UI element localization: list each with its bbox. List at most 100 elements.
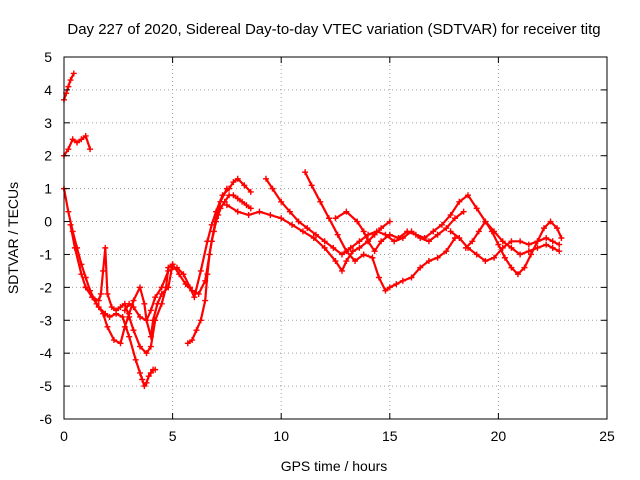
data-point bbox=[137, 313, 144, 320]
data-point bbox=[349, 248, 356, 255]
series-sat-j bbox=[302, 169, 458, 294]
data-point bbox=[69, 136, 76, 143]
data-point bbox=[382, 287, 389, 294]
data-point bbox=[130, 297, 137, 304]
data-point bbox=[95, 297, 102, 304]
data-point bbox=[143, 317, 150, 324]
ticks bbox=[63, 56, 608, 420]
data-point bbox=[213, 208, 220, 215]
data-point bbox=[462, 244, 469, 251]
data-point bbox=[208, 221, 215, 228]
data-point bbox=[262, 175, 269, 182]
y-tick-label: -2 bbox=[40, 279, 53, 295]
data-point bbox=[334, 231, 341, 238]
data-point bbox=[343, 248, 350, 255]
data-point bbox=[356, 244, 363, 251]
data-point bbox=[145, 373, 152, 380]
data-point bbox=[234, 208, 241, 215]
data-point bbox=[460, 208, 467, 215]
data-point bbox=[234, 195, 241, 202]
data-point bbox=[386, 231, 393, 238]
data-point bbox=[169, 261, 176, 268]
data-point bbox=[491, 254, 498, 261]
y-tick-label: 0 bbox=[44, 214, 52, 230]
data-point bbox=[369, 254, 376, 261]
data-point bbox=[141, 300, 148, 307]
data-point bbox=[508, 264, 515, 271]
series-sat-g bbox=[184, 192, 254, 347]
data-point bbox=[395, 235, 402, 241]
y-tick-label: -1 bbox=[40, 246, 53, 262]
data-point bbox=[495, 241, 502, 248]
y-tick-label: -3 bbox=[40, 312, 53, 328]
data-point bbox=[425, 238, 432, 245]
data-point bbox=[482, 258, 489, 265]
data-point bbox=[215, 211, 222, 218]
y-tick-label: -5 bbox=[40, 378, 53, 394]
data-point bbox=[456, 235, 463, 241]
data-point bbox=[67, 77, 74, 84]
x-tick-label: 10 bbox=[273, 428, 289, 444]
data-point bbox=[360, 251, 367, 258]
data-point bbox=[378, 238, 385, 245]
data-point bbox=[126, 333, 133, 340]
data-point bbox=[332, 258, 339, 265]
data-point bbox=[456, 198, 463, 205]
data-point bbox=[375, 274, 382, 281]
data-point bbox=[197, 317, 204, 324]
data-point bbox=[356, 238, 363, 245]
data-point bbox=[451, 215, 458, 222]
data-point bbox=[488, 228, 495, 235]
chart-title: Day 227 of 2020, Sidereal Day-to-day VTE… bbox=[67, 21, 600, 38]
series-layer bbox=[61, 70, 565, 390]
data-point bbox=[360, 228, 367, 235]
data-point bbox=[221, 198, 228, 205]
data-point bbox=[230, 179, 237, 186]
data-point bbox=[547, 218, 554, 225]
data-point bbox=[143, 379, 150, 386]
data-point bbox=[186, 284, 193, 291]
x-tick-label: 25 bbox=[599, 428, 615, 444]
data-point bbox=[65, 83, 72, 90]
data-point bbox=[65, 208, 72, 215]
data-point bbox=[525, 248, 532, 255]
y-tick-label: -4 bbox=[40, 345, 53, 361]
data-point bbox=[141, 383, 148, 390]
y-tick-label: 3 bbox=[44, 115, 52, 131]
data-point bbox=[152, 366, 159, 373]
data-point bbox=[256, 208, 263, 215]
data-point bbox=[408, 274, 415, 281]
data-point bbox=[430, 228, 437, 235]
data-point bbox=[556, 248, 563, 255]
data-point bbox=[165, 267, 172, 274]
data-point bbox=[243, 202, 250, 209]
data-point bbox=[184, 340, 191, 347]
data-point bbox=[343, 258, 350, 265]
data-point bbox=[158, 300, 165, 307]
data-point bbox=[425, 258, 432, 265]
data-point bbox=[438, 221, 445, 228]
y-tick-label: 4 bbox=[44, 82, 52, 98]
data-point bbox=[549, 244, 556, 251]
series-trace bbox=[62, 187, 174, 345]
data-point bbox=[82, 132, 89, 139]
data-point bbox=[514, 271, 521, 278]
data-point bbox=[219, 192, 226, 199]
data-point bbox=[417, 264, 424, 271]
data-point bbox=[443, 248, 450, 255]
data-point bbox=[393, 281, 400, 288]
data-point bbox=[147, 343, 154, 350]
data-point bbox=[343, 208, 350, 215]
data-point bbox=[269, 185, 276, 192]
data-point bbox=[82, 284, 89, 291]
data-point bbox=[208, 238, 215, 245]
data-point bbox=[541, 225, 548, 232]
data-point bbox=[412, 231, 419, 238]
data-point bbox=[347, 244, 354, 251]
data-point bbox=[354, 218, 361, 225]
data-point bbox=[399, 277, 406, 284]
data-point bbox=[89, 294, 96, 301]
data-point bbox=[434, 254, 441, 261]
data-point bbox=[158, 284, 165, 291]
